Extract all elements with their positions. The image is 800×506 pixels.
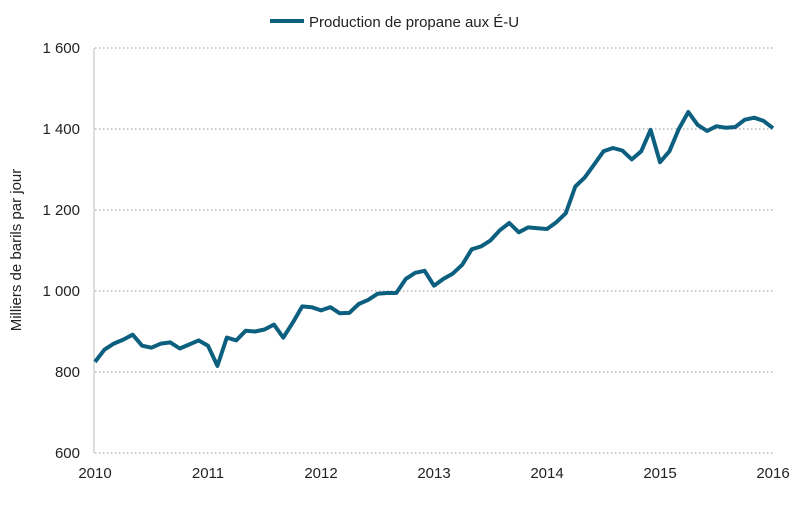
y-tick-label: 800 (55, 364, 80, 381)
y-tick-label: 1 600 (42, 40, 80, 57)
x-tick-label: 2011 (192, 465, 224, 482)
y-tick-label: 1 400 (42, 121, 80, 138)
x-tick-label: 2015 (643, 465, 676, 482)
y-tick-labels: 600 800 1 000 1 200 1 400 1 600 (42, 40, 80, 462)
gridlines (95, 47, 773, 454)
y-tick-label: 600 (55, 445, 80, 462)
y-tick-label: 1 200 (42, 202, 80, 219)
legend-label: Production de propane aux É-U (309, 14, 519, 31)
series-line-propane (93, 110, 775, 368)
x-tick-labels: 2010 2011 2012 2013 2014 2015 2016 (78, 465, 789, 482)
y-axis-label: Milliers de barils par jour (8, 169, 25, 332)
x-tick-label: 2013 (417, 465, 450, 482)
y-tick-label: 1 000 (42, 283, 80, 300)
legend: Production de propane aux É-U (270, 14, 519, 31)
x-tick-label: 2012 (304, 465, 337, 482)
x-tick-label: 2016 (756, 465, 789, 482)
x-tick-label: 2010 (78, 465, 111, 482)
x-tick-label: 2014 (530, 465, 563, 482)
